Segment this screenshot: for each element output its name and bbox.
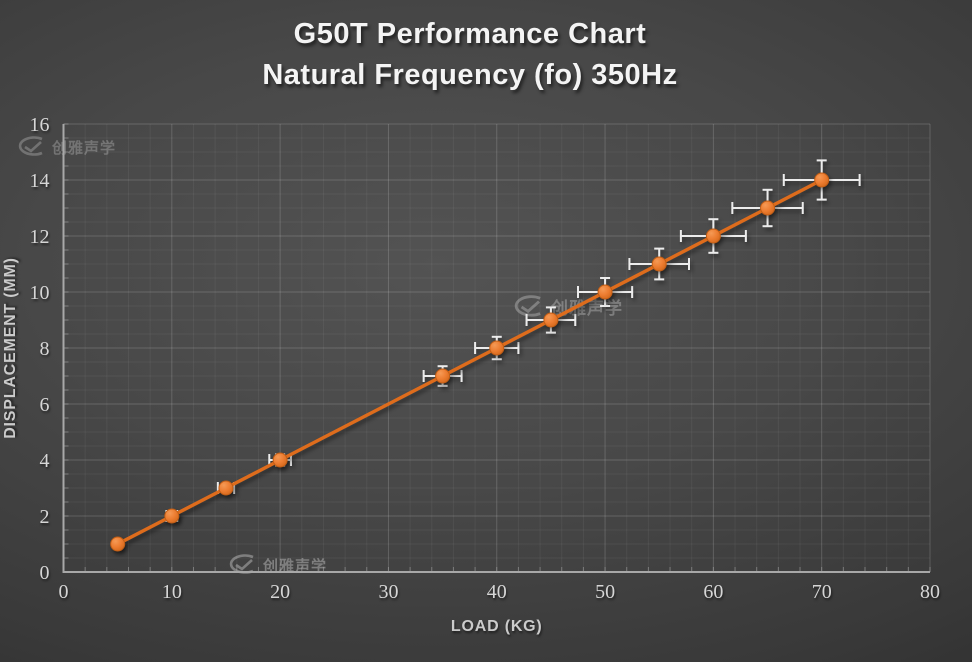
x-tick-label: 10 [162,581,182,603]
y-tick-label: 8 [40,338,50,360]
x-tick-label: 80 [920,581,940,603]
y-tick-label: 14 [30,170,50,192]
chart-title: G50T Performance Chart Natural Frequency… [0,14,940,96]
data-point [543,312,559,328]
tick-labels: 0 10 20 30 40 50 60 70 80 0 2 4 6 8 10 12 14 16 LOAD (KG) D… [2,114,940,635]
data-point [705,228,721,244]
y-tick-label: 4 [40,450,50,472]
y-tick-label: 10 [30,282,50,304]
y-tick-label: 0 [40,562,50,584]
y-tick-label: 16 [30,114,50,136]
data-point [435,368,451,384]
x-tick-label: 60 [703,581,723,603]
y-axis-title: DISPLACEMENT (MM) [2,257,19,439]
data-point [110,536,126,552]
data-point [597,284,613,300]
x-tick-label: 20 [270,581,290,603]
series-line [115,178,824,546]
data-point [272,452,288,468]
data-series [110,172,830,552]
data-point [651,256,667,272]
x-tick-label: 70 [812,581,832,603]
y-tick-label: 2 [40,506,50,528]
data-point [164,508,180,524]
data-point [814,172,830,188]
x-tick-label: 40 [487,581,507,603]
y-tick-label: 6 [40,394,50,416]
x-tick-label: 0 [59,581,69,603]
chart-title-line1: G50T Performance Chart [293,18,647,50]
x-tick-label: 30 [378,581,398,603]
axes [62,123,931,573]
x-axis-title: LOAD (KG) [451,618,543,635]
y-tick-label: 12 [30,226,50,248]
data-point [760,200,776,216]
x-tick-label: 50 [595,581,615,603]
data-point [489,340,505,356]
chart-title-line2: Natural Frequency (fo) 350Hz [262,59,678,91]
data-point [218,480,234,496]
